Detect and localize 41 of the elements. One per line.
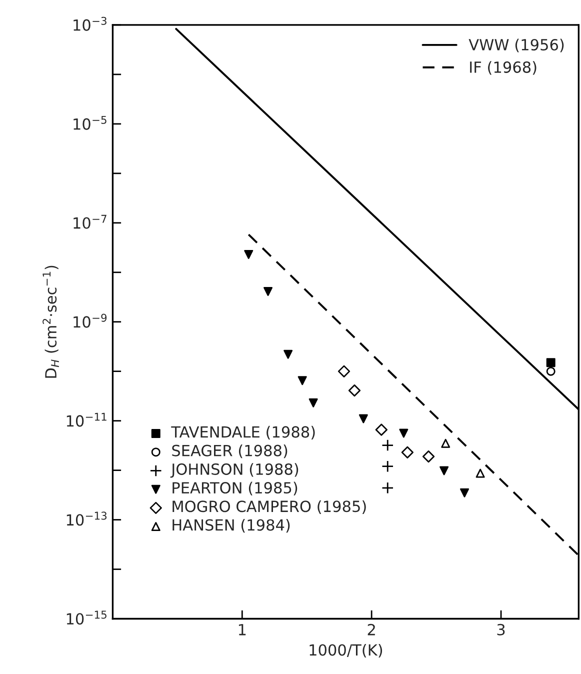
x-tick-label: 1	[238, 624, 246, 636]
point	[308, 398, 318, 408]
x-tick-label: 2	[368, 624, 375, 636]
point	[382, 460, 394, 472]
y-tick-label: 10$^{−7}$	[74, 214, 106, 229]
y-tick-label: 10$^{−5}$	[74, 116, 106, 130]
point	[284, 350, 293, 359]
point	[348, 384, 361, 397]
point	[441, 438, 450, 448]
point	[338, 365, 350, 378]
point	[244, 250, 254, 259]
legend-label: PEARTON (1985)	[172, 482, 298, 496]
legend-label: VWW (1956)	[468, 38, 564, 52]
legend-label: IF (1968)	[470, 61, 536, 75]
point	[382, 439, 394, 452]
y-axis-title: D$_{H}$ (cm$^{2}$·sec$^{−1}$)	[42, 266, 59, 378]
point	[382, 482, 394, 494]
point	[422, 450, 435, 463]
point	[546, 358, 556, 368]
x-tick-label: 3	[497, 624, 505, 636]
point	[401, 446, 414, 458]
legend-label: SEAGER (1988)	[172, 444, 288, 458]
y-tick-label: 10$^{−11}$	[66, 412, 106, 427]
point	[375, 424, 388, 436]
point	[460, 488, 470, 498]
legend-label: TAVENDALE (1988)	[171, 426, 315, 440]
legend-label: JOHNSON (1988)	[170, 463, 298, 478]
point	[399, 428, 408, 438]
y-tick-label: 10$^{−9}$	[74, 314, 107, 328]
point	[440, 466, 449, 476]
point	[264, 287, 273, 296]
legend-label: MOGRO CAMPERO (1985)	[172, 500, 366, 514]
point	[358, 414, 368, 424]
x-axis-title: 1000/T(K)	[310, 644, 382, 658]
point	[476, 468, 485, 478]
legend-label: HANSEN (1984)	[172, 518, 290, 533]
y-tick-label: 10$^{−15}$	[66, 610, 106, 625]
point	[298, 376, 307, 386]
point	[546, 366, 556, 376]
y-tick-label: 10$^{−3}$	[74, 16, 106, 31]
y-tick-label: 10$^{−13}$	[66, 512, 107, 526]
